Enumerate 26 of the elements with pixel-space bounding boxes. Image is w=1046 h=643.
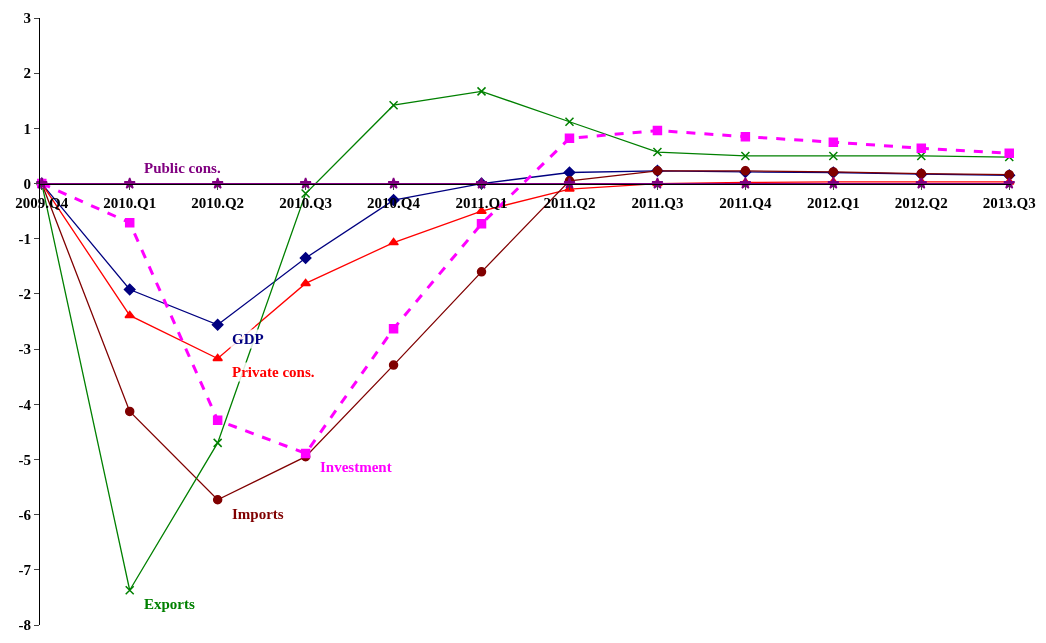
y-tick-label: -2 [18, 286, 31, 303]
x-tick-label: 2011.Q4 [719, 194, 772, 211]
x-tick-label: 2013.Q3 [982, 194, 1036, 211]
y-tick-label: -6 [18, 506, 32, 523]
y-tick-label: 1 [23, 120, 31, 137]
y-tick-label: -7 [18, 562, 32, 579]
series-label: Imports [232, 506, 284, 522]
series-label: GDP [232, 331, 264, 347]
y-tick-label: -5 [18, 451, 31, 468]
y-tick-label: -1 [18, 230, 31, 247]
series-label: Investment [320, 459, 392, 475]
x-tick-label: 2012.Q2 [894, 194, 948, 211]
y-tick-label: 0 [23, 175, 31, 192]
y-tick-label: 2 [23, 65, 31, 82]
x-tick-label: 2010.Q1 [103, 194, 157, 211]
x-tick-label: 2010.Q2 [191, 194, 245, 211]
series-label: Private cons. [232, 364, 315, 380]
y-tick-label: 3 [23, 10, 31, 27]
series-label: Exports [144, 596, 195, 612]
x-tick-label: 2011.Q3 [631, 194, 684, 211]
x-tick-label: 2012.Q1 [806, 194, 860, 211]
series-label: Public cons. [144, 160, 221, 176]
y-tick-label: -8 [18, 617, 31, 634]
y-tick-label: -3 [18, 341, 31, 358]
y-tick-label: -4 [18, 396, 32, 413]
x-tick-label: 2011.Q1 [455, 194, 508, 211]
